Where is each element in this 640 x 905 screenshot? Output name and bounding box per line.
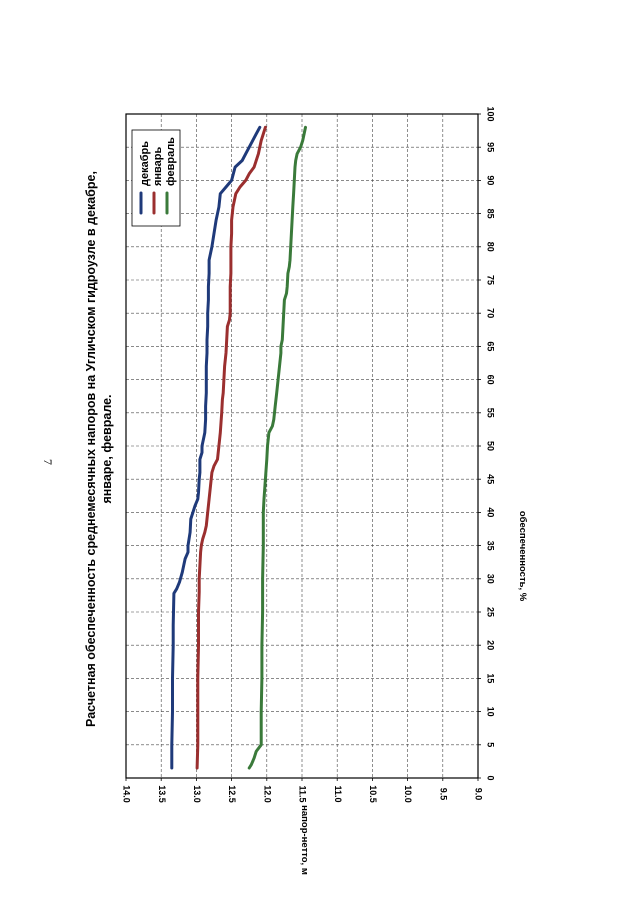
x-tick-label: 55 — [486, 408, 496, 418]
x-tick-label: 10 — [486, 707, 496, 717]
y-tick-label: 13.5 — [157, 785, 167, 803]
y-tick-label: 9.5 — [438, 788, 448, 801]
x-tick-label: 85 — [486, 209, 496, 219]
x-tick-label: 80 — [486, 242, 496, 252]
y-tick-label: 10.0 — [403, 785, 413, 803]
x-tick-label: 40 — [486, 507, 496, 517]
page-number: 7 — [41, 459, 55, 465]
chart-title-line-1: Расчетная обеспеченность среднемесячных … — [84, 171, 98, 727]
x-tick-label: 35 — [486, 541, 496, 551]
legend: декабрь январь февраль — [131, 129, 181, 227]
series-line-0 — [170, 125, 262, 770]
y-axis-label: напор-нетто, м — [299, 805, 310, 875]
y-tick-label: 11.0 — [333, 785, 343, 802]
x-tick-label: 20 — [486, 640, 496, 650]
x-tick-label: 60 — [486, 375, 496, 385]
x-tick-label: 75 — [486, 275, 496, 285]
x-tick-label: 15 — [486, 673, 496, 683]
x-tick-label: 65 — [486, 341, 496, 351]
x-tick-label: 50 — [486, 441, 496, 451]
y-tick-label: 13.0 — [192, 785, 202, 803]
series-line-1 — [195, 125, 267, 770]
x-tick-label: 0 — [486, 775, 496, 780]
y-tick-label: 9.0 — [474, 788, 484, 801]
x-tick-label: 30 — [486, 574, 496, 584]
chart-title-line-2: январе, феврале. — [100, 394, 114, 503]
x-tick-label: 5 — [486, 742, 496, 747]
x-tick-label: 45 — [486, 474, 496, 484]
legend-label-2: февраль — [165, 137, 177, 186]
x-axis-ticks: 0 5 10 15 20 25 30 35 40 45 50 55 60 65 70 75 80 85 90 95 10… — [478, 106, 496, 781]
data-series — [170, 125, 307, 770]
y-axis-ticks: 9.0 9.5 10.0 10.5 11.0 11.5 12.0 12.5 13.0 13.5 14… — [122, 778, 484, 803]
y-tick-label: 12.0 — [262, 785, 272, 803]
legend-label-0: декабрь — [139, 141, 151, 186]
x-tick-label: 100 — [486, 106, 496, 121]
x-tick-label: 25 — [486, 607, 496, 617]
y-tick-label: 12.5 — [227, 785, 237, 803]
x-tick-label: 70 — [486, 308, 496, 318]
y-tick-label: 11.5 — [298, 785, 308, 802]
y-tick-label: 14.0 — [122, 785, 132, 803]
x-tick-label: 90 — [486, 175, 496, 185]
x-tick-label: 95 — [486, 142, 496, 152]
plot-area — [125, 113, 479, 779]
legend-label-1: январь — [152, 146, 164, 186]
series-line-2 — [247, 125, 307, 770]
x-axis-label: обеспеченность, % — [517, 511, 528, 602]
y-tick-label: 10.5 — [368, 785, 378, 803]
